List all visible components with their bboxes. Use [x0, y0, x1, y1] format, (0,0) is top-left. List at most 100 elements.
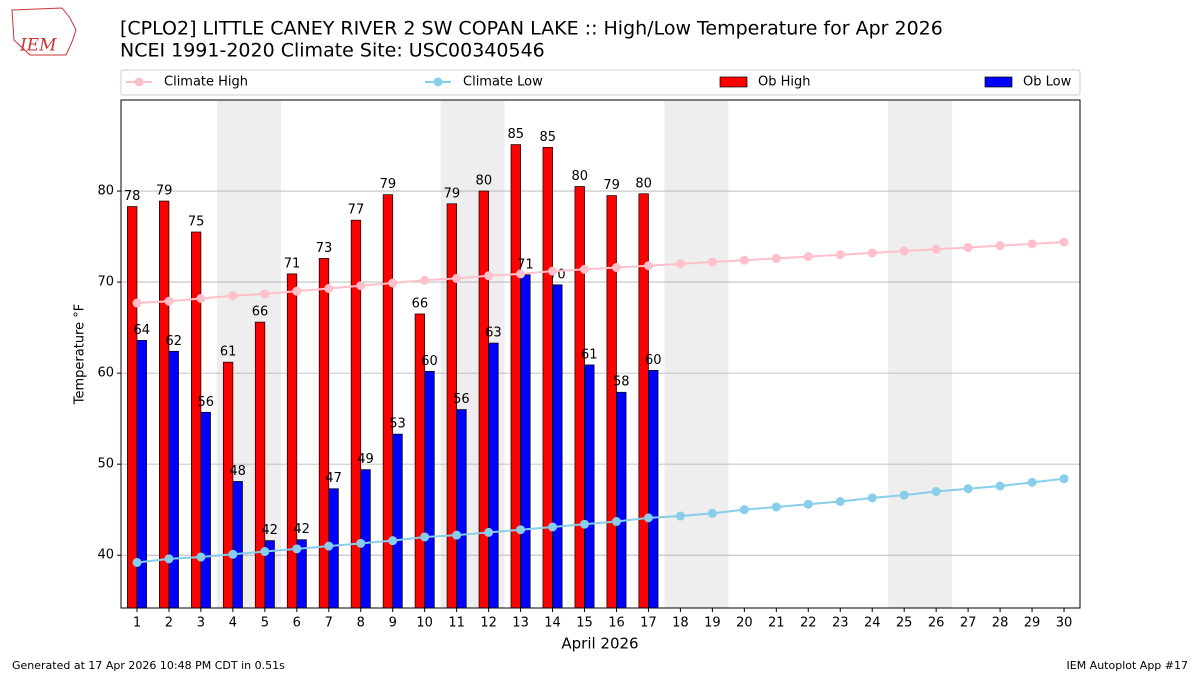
marker — [164, 554, 174, 564]
marker — [292, 544, 302, 554]
marker — [580, 519, 590, 529]
bar — [488, 342, 499, 609]
x-tick-label: 25 — [896, 616, 913, 631]
x-tick-label: 19 — [704, 616, 721, 631]
marker — [260, 547, 270, 557]
value-label: 79 — [603, 178, 620, 193]
bar — [520, 274, 531, 609]
bar — [159, 200, 170, 609]
bar — [456, 409, 467, 609]
legend — [120, 69, 1081, 96]
marker — [196, 293, 206, 303]
x-axis-label: April 2026 — [561, 635, 638, 653]
value-label: 53 — [389, 417, 406, 432]
x-tick-label: 15 — [576, 616, 593, 631]
x-tick-label: 4 — [229, 616, 237, 631]
bar — [552, 284, 563, 609]
marker — [388, 536, 398, 546]
bar — [392, 433, 403, 609]
value-label: 71 — [517, 257, 534, 272]
marker — [132, 557, 142, 567]
bar — [286, 273, 298, 609]
bar — [350, 219, 362, 609]
bar — [200, 411, 211, 609]
marker — [1059, 237, 1069, 247]
marker — [739, 505, 749, 515]
bar — [360, 469, 371, 609]
x-tick-label: 21 — [768, 616, 785, 631]
bar — [638, 193, 649, 609]
bar — [222, 361, 234, 609]
plot-frame — [120, 99, 1081, 609]
marker — [867, 493, 877, 503]
bar — [574, 186, 585, 609]
line — [136, 477, 1065, 564]
marker — [260, 289, 270, 299]
marker — [420, 275, 430, 285]
marker — [803, 499, 813, 509]
value-label: 77 — [348, 203, 365, 218]
bar — [168, 350, 179, 609]
legend-label: Ob Low — [1023, 75, 1072, 90]
value-label: 85 — [539, 130, 556, 145]
x-tick-label: 17 — [640, 616, 657, 631]
marker — [867, 248, 877, 258]
logo-outline — [11, 7, 77, 56]
value-label: 49 — [357, 452, 374, 467]
x-tick-label: 9 — [389, 616, 397, 631]
y-tick-label: 60 — [97, 366, 114, 381]
x-tick-label: 11 — [448, 616, 465, 631]
logo-text: IEM — [19, 36, 57, 56]
marker — [899, 246, 909, 256]
y-tick-label: 40 — [97, 548, 114, 563]
weekend-shade — [920, 100, 953, 608]
bar — [648, 370, 659, 609]
bar — [190, 231, 202, 609]
marker — [132, 298, 142, 308]
marker — [484, 527, 494, 537]
value-label: 80 — [476, 174, 493, 189]
value-label: 79 — [444, 186, 461, 201]
value-label: 79 — [380, 177, 397, 192]
y-tick-label: 70 — [97, 275, 114, 290]
marker — [1027, 477, 1037, 487]
marker — [228, 549, 238, 559]
chart-title: [CPLO2] LITTLE CANEY RIVER 2 SW COPAN LA… — [120, 18, 943, 40]
value-label: 58 — [613, 375, 630, 390]
x-tick-label: 20 — [736, 616, 753, 631]
value-label: 56 — [197, 395, 214, 410]
marker — [611, 263, 621, 273]
marker — [484, 271, 494, 281]
x-tick-label: 26 — [928, 616, 945, 631]
marker — [675, 511, 685, 521]
logo: IEM — [11, 7, 77, 56]
value-label: 80 — [635, 176, 652, 191]
x-tick-label: 1 — [133, 616, 141, 631]
marker — [771, 253, 781, 263]
y-tick-label: 50 — [97, 457, 114, 472]
legend-marker — [433, 77, 443, 87]
weekend-shade — [888, 100, 921, 608]
marker — [995, 241, 1005, 251]
x-tick-label: 30 — [1056, 616, 1073, 631]
x-tick-label: 13 — [512, 616, 529, 631]
value-label: 63 — [485, 326, 502, 341]
marker — [324, 283, 334, 293]
value-label: 62 — [165, 334, 182, 349]
legend-swatch — [984, 76, 1013, 88]
value-label: 61 — [220, 345, 237, 360]
marker — [931, 486, 941, 496]
bar — [616, 391, 627, 609]
weekend-shade — [696, 100, 729, 608]
marker — [548, 522, 558, 532]
marker — [995, 481, 1005, 491]
marker — [452, 273, 462, 283]
bar — [136, 339, 147, 609]
x-tick-label: 16 — [608, 616, 625, 631]
bar — [382, 194, 394, 609]
legend-swatch — [719, 76, 748, 88]
x-tick-label: 6 — [293, 616, 301, 631]
marker — [516, 525, 526, 535]
bar — [510, 144, 521, 609]
